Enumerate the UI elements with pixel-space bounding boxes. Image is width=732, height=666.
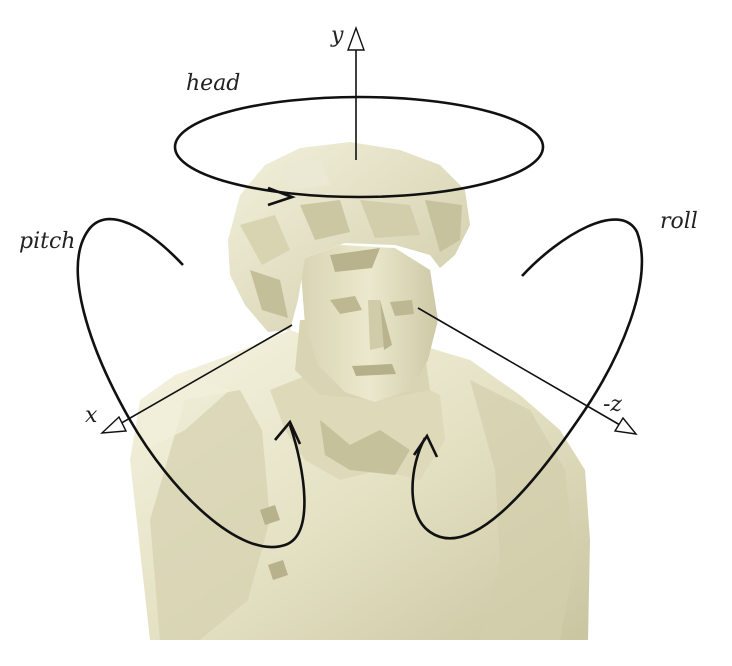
bust-shoulder-highlight bbox=[140, 380, 230, 450]
bust-eye-left bbox=[330, 296, 362, 314]
head-rotation bbox=[173, 95, 545, 207]
bust-nose-shadow bbox=[380, 300, 392, 350]
roll-rotation-path bbox=[411, 218, 644, 540]
bust-coat-fold-right bbox=[470, 380, 575, 640]
y-axis-arrowhead bbox=[347, 25, 365, 51]
y-axis bbox=[347, 25, 365, 160]
z-axis-arrowhead bbox=[613, 416, 638, 435]
y-axis-label: y bbox=[330, 23, 344, 48]
bust-hair bbox=[228, 142, 470, 332]
bust-hair-facet-5 bbox=[250, 270, 288, 318]
head-rotation-ellipse bbox=[173, 95, 545, 199]
bust-hair-facet-2 bbox=[300, 200, 350, 240]
bust-button-1 bbox=[260, 505, 280, 525]
bust-hair-facet-1 bbox=[240, 215, 290, 265]
bust-hair-facet-6 bbox=[280, 160, 330, 190]
pitch-rotation-arrowhead bbox=[274, 419, 302, 445]
x-axis-line bbox=[117, 324, 293, 426]
z-axis-label: -z bbox=[603, 392, 622, 417]
roll-rotation bbox=[411, 218, 644, 540]
bust-hair-facet-3 bbox=[360, 200, 420, 238]
bust-mouth bbox=[352, 364, 396, 376]
roll-label: roll bbox=[660, 209, 698, 234]
head-rotation-arrowhead bbox=[267, 186, 296, 207]
bust-button-2 bbox=[268, 560, 288, 580]
beethoven-bust bbox=[130, 142, 590, 640]
x-axis bbox=[100, 324, 293, 434]
bust-coat-fold-left bbox=[150, 390, 270, 640]
x-axis-label: x bbox=[85, 403, 98, 428]
pitch-rotation-path bbox=[76, 217, 306, 549]
bust-hair-facet-4 bbox=[425, 200, 462, 252]
roll-rotation-arrowhead bbox=[412, 433, 439, 458]
x-axis-arrowhead bbox=[100, 415, 128, 434]
bust-hair-facet-7 bbox=[330, 248, 380, 272]
head-label: head bbox=[186, 71, 240, 96]
bust-collar-shadow bbox=[320, 420, 410, 475]
pitch-rotation bbox=[76, 217, 306, 549]
pitch-label: pitch bbox=[19, 229, 75, 254]
bust-eye-right bbox=[390, 300, 414, 316]
